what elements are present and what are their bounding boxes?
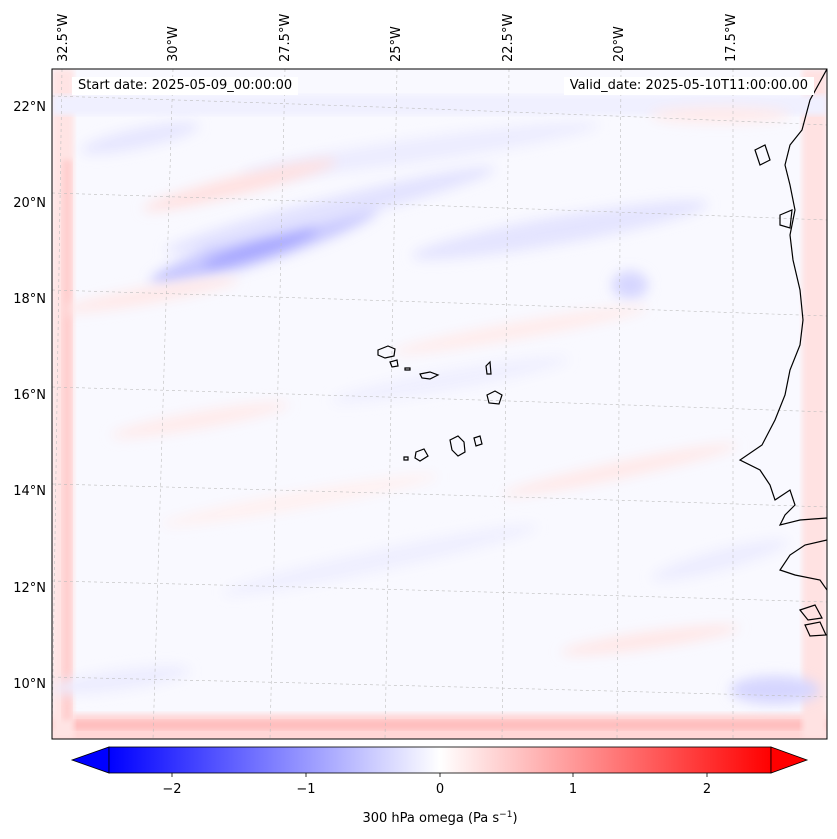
cape-verde-santo-antao xyxy=(377,345,396,359)
lat-label: 12°N xyxy=(13,581,46,596)
colorbar-tick: 1 xyxy=(569,782,577,797)
lon-label: 17.5°W xyxy=(724,14,739,62)
colorbar-label-close: ) xyxy=(512,811,517,826)
colorbar-label-sup: −1 xyxy=(499,810,512,820)
lon-label: 32.5°W xyxy=(56,14,71,62)
lat-label: 18°N xyxy=(13,292,46,307)
lon-label: 25°W xyxy=(389,26,404,62)
graticule xyxy=(52,69,827,739)
colorbar-label: 300 hPa omega (Pa s−1) xyxy=(362,810,517,826)
coastline xyxy=(377,69,827,637)
lat-label: 10°N xyxy=(13,677,46,692)
lat-label: 22°N xyxy=(13,100,46,115)
africa-coast xyxy=(738,69,827,526)
lon-labels: 32.5°W 30°W 27.5°W 25°W 22.5°W 20°W 17.5… xyxy=(56,14,739,62)
lon-label: 22.5°W xyxy=(501,14,516,62)
lat-label: 20°N xyxy=(13,196,46,211)
lat-labels: 22°N 20°N 18°N 16°N 14°N 12°N 10°N xyxy=(13,100,46,692)
colorbar-label-main: 300 hPa omega (Pa s xyxy=(362,811,499,826)
omega-field xyxy=(52,69,827,739)
colorbar-extend-high xyxy=(770,746,809,774)
lon-label: 30°W xyxy=(166,26,181,62)
start-date-label: Start date: 2025-05-09_00:00:00 xyxy=(72,77,299,95)
colorbar-bar xyxy=(108,746,772,774)
colorbar-tick: −2 xyxy=(162,782,181,797)
lat-label: 14°N xyxy=(13,484,46,499)
colorbar-tick: 2 xyxy=(703,782,711,797)
colorbar-tick: −1 xyxy=(296,782,315,797)
valid-date-label: Valid_date: 2025-05-10T11:00:00.00 xyxy=(563,77,814,95)
lon-label: 27.5°W xyxy=(278,14,293,62)
map-panel xyxy=(51,68,828,740)
colorbar-extend-low xyxy=(70,746,110,774)
colorbar: −2 −1 0 1 2 300 hPa omega (Pa s−1) xyxy=(70,746,809,826)
lon-label: 20°W xyxy=(612,26,627,62)
colorbar-tick: 0 xyxy=(436,782,444,797)
lat-label: 16°N xyxy=(13,388,46,403)
